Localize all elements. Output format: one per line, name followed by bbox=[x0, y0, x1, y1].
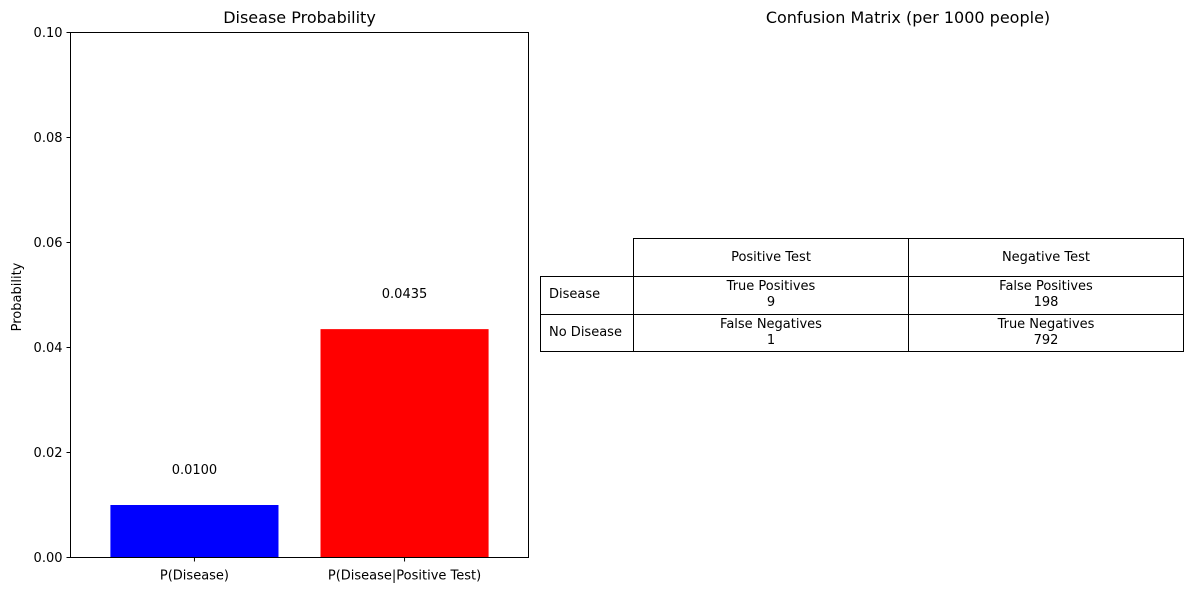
cell-false-negatives: False Negatives 1 bbox=[633, 313, 909, 352]
table-row-disease: Disease True Positives 9 False Positives… bbox=[540, 276, 1184, 315]
y-tick-label: 0.00 bbox=[34, 551, 63, 566]
bar-value-label: 0.0100 bbox=[172, 463, 218, 478]
cell-false-positives: False Positives 198 bbox=[908, 276, 1184, 315]
cell-value: 792 bbox=[1033, 332, 1059, 348]
bar-chart: Disease Probability Probability 0.01000.… bbox=[10, 8, 529, 584]
cell-true-negatives: True Negatives 792 bbox=[908, 313, 1184, 352]
cell-value: 9 bbox=[766, 295, 776, 311]
y-axis-ticks: 0.00 0.02 0.04 0.06 0.08 0.10 bbox=[34, 26, 71, 566]
y-tick-label: 0.04 bbox=[34, 341, 63, 356]
bar-chart-title: Disease Probability bbox=[223, 8, 376, 27]
x-tick-label: P(Disease|Positive Test) bbox=[328, 569, 481, 584]
bar-1 bbox=[320, 329, 489, 558]
cell-name: False Negatives bbox=[720, 316, 822, 332]
bars-group: 0.0100 0.0435 bbox=[110, 287, 489, 558]
confusion-matrix-table: Positive Test Negative Test Disease True… bbox=[540, 238, 1184, 352]
cell-true-positives: True Positives 9 bbox=[633, 276, 909, 315]
cell-value: 198 bbox=[1033, 295, 1059, 311]
y-tick-label: 0.10 bbox=[34, 26, 63, 41]
bar-value-label: 0.0435 bbox=[382, 287, 428, 302]
cell-name: False Positives bbox=[999, 279, 1093, 295]
table-header-row: Positive Test Negative Test bbox=[540, 238, 1184, 277]
bar-0 bbox=[110, 505, 279, 558]
y-tick-label: 0.08 bbox=[34, 131, 63, 146]
y-tick-label: 0.06 bbox=[34, 236, 63, 251]
table-row-no-disease: No Disease False Negatives 1 True Negati… bbox=[540, 313, 1184, 352]
row-label-no-disease: No Disease bbox=[540, 313, 634, 352]
y-axis-label: Probability bbox=[10, 262, 25, 331]
x-axis-ticks: P(Disease) P(Disease|Positive Test) bbox=[160, 557, 481, 584]
x-tick-label: P(Disease) bbox=[160, 569, 229, 584]
row-label-disease: Disease bbox=[540, 276, 634, 315]
y-tick-label: 0.02 bbox=[34, 446, 63, 461]
cell-name: True Negatives bbox=[997, 316, 1095, 332]
column-header-positive-test: Positive Test bbox=[633, 238, 909, 277]
plot-frame bbox=[70, 32, 529, 558]
column-header-negative-test: Negative Test bbox=[908, 238, 1184, 277]
cell-name: True Positives bbox=[726, 279, 816, 295]
table-corner-cell bbox=[540, 238, 634, 277]
confusion-matrix-title: Confusion Matrix (per 1000 people) bbox=[766, 8, 1050, 27]
cell-value: 1 bbox=[766, 332, 776, 348]
